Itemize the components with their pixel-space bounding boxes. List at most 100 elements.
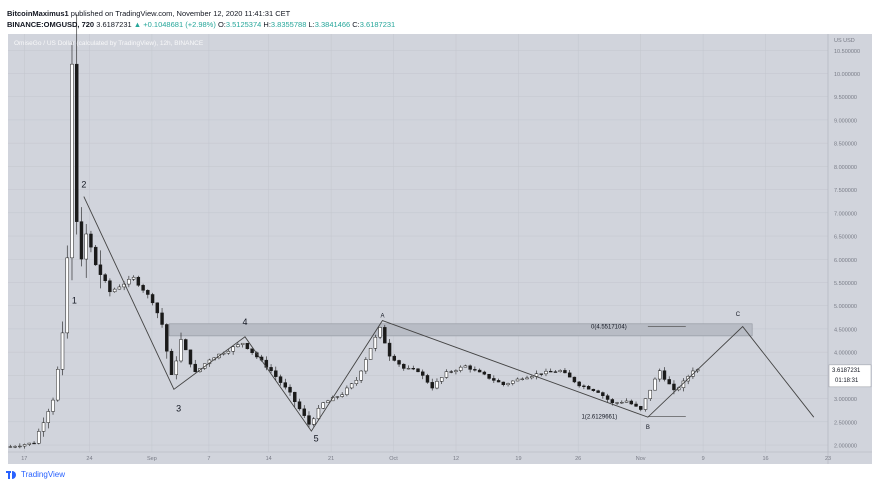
footer-brand[interactable]: TradingView [6, 470, 65, 479]
x-tick-label: Oct [389, 456, 398, 462]
y-tick-label: 2.000000 [834, 444, 857, 450]
candle-body [60, 332, 65, 370]
candle-body [586, 386, 591, 390]
candle-body [634, 403, 638, 407]
x-tick-label: 21 [328, 456, 334, 462]
candle-body [411, 368, 415, 370]
candle-body [22, 444, 27, 447]
candle-body [454, 370, 458, 372]
candle-body [56, 369, 60, 401]
x-tick-label: 7 [207, 456, 210, 462]
footer-brand-name: TradingView [21, 470, 66, 479]
y-tick-label: 7.000000 [834, 211, 857, 217]
x-tick-label: 19 [515, 456, 521, 462]
candle-body [501, 381, 506, 386]
candle-body [582, 385, 586, 387]
candle-body [349, 383, 354, 389]
candle-body [37, 431, 41, 444]
candle-body [653, 378, 657, 391]
x-tick-label: 26 [575, 456, 581, 462]
candle-body [93, 246, 98, 266]
candle-body [283, 382, 288, 388]
candle-body [150, 294, 155, 304]
candle-body [155, 302, 160, 314]
candle-body [188, 349, 193, 365]
candle-body [89, 233, 93, 248]
candle-body [444, 371, 449, 378]
candle-body [335, 396, 340, 398]
candle-body [84, 233, 88, 260]
candle-body [316, 408, 321, 420]
price-axis-labels: 10.500000 10.000000 9.500000 9.000000 8.5000… [834, 49, 860, 450]
price-tag-value: 3.6187231 [832, 368, 861, 374]
resistance-zone-layer [168, 323, 753, 337]
candle-body [41, 422, 46, 432]
candle-body [548, 370, 553, 373]
y-tick-label: 6.000000 [834, 258, 857, 264]
candle-body [117, 286, 122, 290]
candle-body [392, 355, 397, 361]
candle-body [487, 373, 491, 379]
wave-path-layer [83, 196, 815, 432]
wave-label-layer: 2 1 3 4 5 A B C 0(4.5517104) 1(2.6129661) [72, 179, 741, 443]
ohlc-line: BINANCE:OMGUSD, 720 3.6187231 ▲ +0.10486… [7, 20, 395, 29]
candle-body [8, 446, 13, 448]
chart-watermark: OmiseGo / US Dollar (calculated by Tradi… [14, 40, 204, 47]
fib-label: 1(2.6129661) [582, 415, 618, 421]
candle-body [27, 442, 32, 445]
plot-area[interactable] [8, 34, 828, 452]
candle-body [65, 257, 69, 334]
candle-body [373, 336, 378, 349]
wave-label: 2 [81, 179, 86, 189]
candle-body [558, 370, 562, 372]
candle-body [302, 408, 306, 416]
candle-body [236, 344, 240, 348]
candle-body [193, 363, 197, 372]
price-change: +0.1048681 (+2.98%) [143, 20, 216, 29]
wave-label: C [736, 312, 741, 318]
y-tick-label: 2.500000 [834, 420, 857, 426]
candle-body [530, 376, 534, 379]
low-value: 3.3841466 [314, 20, 351, 29]
candle-body [321, 402, 325, 409]
y-tick-label: 9.500000 [834, 95, 857, 101]
candle-body [278, 376, 283, 383]
price-tag-box [828, 364, 872, 388]
candle-body [511, 380, 515, 384]
y-tick-label: 5.500000 [834, 281, 857, 287]
candle-body [482, 371, 487, 375]
time-axis[interactable] [8, 452, 872, 464]
candle-body [226, 350, 231, 354]
y-tick-label: 10.000000 [834, 72, 860, 78]
candle-body [18, 445, 22, 448]
wave-label: A [380, 313, 384, 319]
candle-body [662, 370, 667, 380]
y-tick-label: 4.500000 [834, 327, 857, 333]
candle-body [468, 365, 472, 370]
wave-label: 1 [72, 295, 77, 305]
y-tick-label: 6.500000 [834, 235, 857, 241]
candle-body [567, 372, 572, 378]
candle-body [174, 360, 178, 375]
candle-body [397, 360, 401, 365]
candle-body [354, 380, 359, 384]
y-tick-label: 9.000000 [834, 118, 857, 124]
x-tick-label: 17 [21, 456, 27, 462]
candle-body [364, 359, 368, 372]
author-name[interactable]: BitcoinMaximus1 [7, 9, 69, 18]
y-tick-label: 3.000000 [834, 397, 857, 403]
x-tick-label: Nov [636, 456, 646, 462]
candle-body [416, 368, 420, 373]
candle-body [425, 375, 430, 383]
y-tick-label: 7.500000 [834, 188, 857, 194]
candle-body [658, 370, 662, 380]
candle-body [13, 446, 17, 448]
candle-body [345, 387, 349, 395]
y-tick-label: 4.000000 [834, 351, 857, 357]
wave-label: 5 [314, 433, 319, 443]
candle-body [32, 442, 36, 445]
candle-body [515, 378, 520, 382]
candle-body [620, 402, 624, 404]
last-price-tag: 3.6187231 01:18:31 [828, 364, 872, 388]
